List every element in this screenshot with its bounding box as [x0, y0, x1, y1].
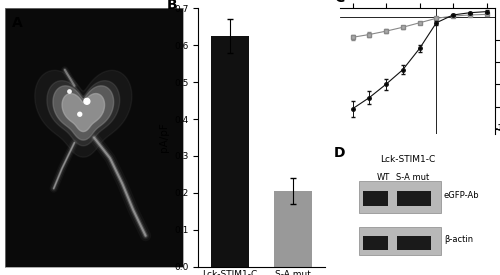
Text: -1: -1: [495, 124, 500, 133]
Text: eGFP-Ab: eGFP-Ab: [444, 191, 480, 200]
Point: [76, 112, 84, 116]
Bar: [398, 236, 432, 250]
Text: B: B: [166, 0, 177, 12]
Bar: [398, 191, 432, 206]
Bar: [363, 191, 388, 206]
Text: A: A: [12, 16, 23, 30]
Bar: [274, 191, 312, 267]
Text: Lck-STIM1-C: Lck-STIM1-C: [380, 155, 436, 164]
Bar: [358, 181, 440, 213]
Polygon shape: [62, 94, 104, 131]
Bar: [363, 236, 388, 250]
Point: [65, 89, 73, 93]
Bar: [358, 227, 440, 255]
Text: β-actin: β-actin: [444, 235, 473, 244]
Text: S-A mut: S-A mut: [396, 173, 430, 182]
Text: D: D: [334, 146, 345, 160]
Point: [83, 99, 91, 103]
Bar: [211, 36, 249, 267]
Text: C: C: [334, 0, 344, 5]
Y-axis label: pA/pF: pA/pF: [158, 123, 168, 152]
Polygon shape: [53, 86, 114, 140]
Polygon shape: [47, 81, 120, 146]
Text: WT: WT: [376, 173, 390, 182]
Polygon shape: [35, 70, 132, 157]
